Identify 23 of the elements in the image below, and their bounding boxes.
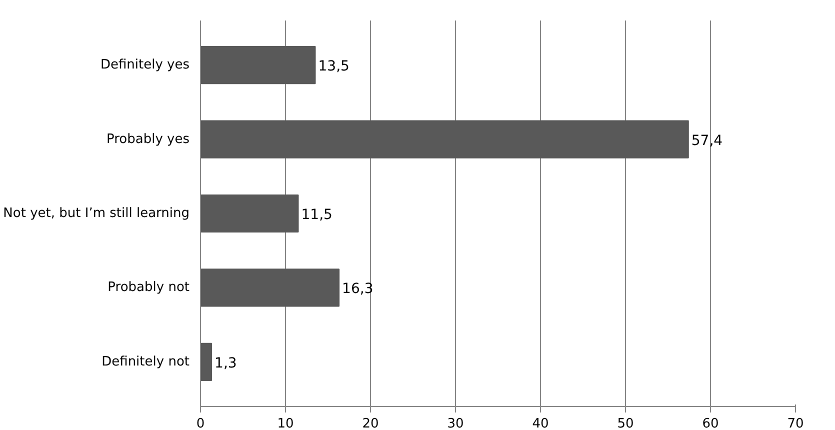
bar — [200, 268, 340, 307]
data-label: 57,4 — [691, 132, 723, 149]
y-tick-label: Probably not — [108, 280, 190, 296]
data-label: 16,3 — [342, 281, 374, 298]
x-tick-label: 40 — [532, 416, 549, 430]
y-tick-label: Definitely yes — [100, 58, 190, 73]
bar — [200, 194, 299, 233]
x-tick-label: 60 — [702, 416, 719, 430]
x-tick-label: 30 — [447, 416, 464, 430]
data-label: 11,5 — [301, 207, 332, 223]
bar — [200, 46, 316, 84]
bar — [200, 120, 689, 158]
data-label: 1,3 — [214, 355, 237, 372]
x-tick-label: 70 — [787, 416, 804, 430]
bar — [200, 342, 212, 382]
data-label: 13,5 — [318, 58, 350, 75]
y-tick-label: Probably yes — [106, 132, 190, 147]
x-tick-label: 20 — [362, 416, 379, 430]
y-tick-label: Not yet, but I’m still learning — [3, 206, 190, 221]
x-tick-label: 0 — [196, 416, 205, 430]
x-tick-label: 10 — [277, 416, 294, 430]
x-tick-label: 50 — [617, 416, 634, 430]
y-tick-label: Definitely not — [102, 354, 190, 370]
